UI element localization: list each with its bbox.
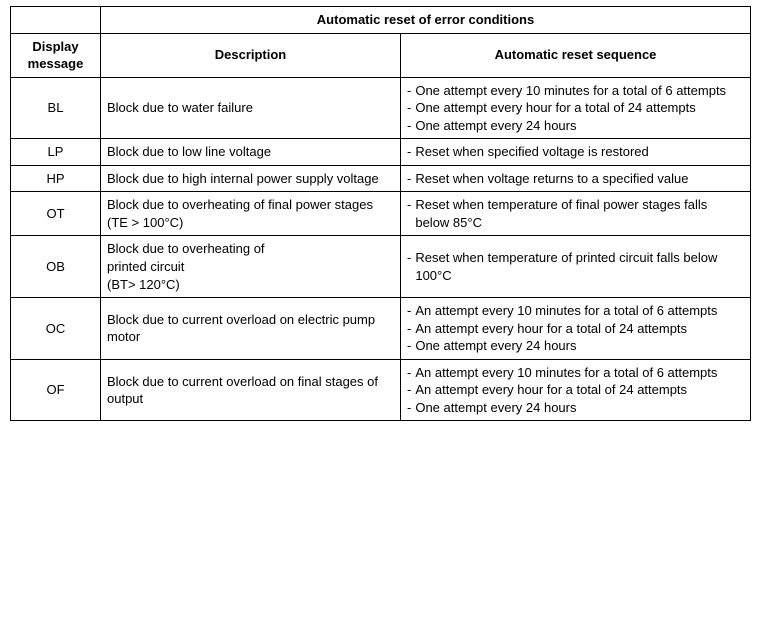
table-row: LP Block due to low line voltage -Reset wh… <box>11 139 751 166</box>
code-cell: OF <box>11 359 101 421</box>
sequence-item: -An attempt every 10 minutes for a total… <box>407 364 744 382</box>
description-line: Block due to overheating of final power … <box>107 197 373 212</box>
error-reset-table: Automatic reset of error conditions Disp… <box>10 6 751 421</box>
description-line: Block due to water failure <box>107 100 253 115</box>
title-row: Automatic reset of error conditions <box>11 7 751 34</box>
sequence-cell: -An attempt every 10 minutes for a total… <box>401 359 751 421</box>
dash-icon: - <box>407 82 415 100</box>
sequence-item: -An attempt every hour for a total of 24… <box>407 381 744 399</box>
table-row: OT Block due to overheating of final powe… <box>11 192 751 236</box>
sequence-text: Reset when voltage returns to a specifie… <box>415 170 744 188</box>
description-line: (TE > 100°C) <box>107 215 183 230</box>
sequence-item: -Reset when voltage returns to a specifi… <box>407 170 744 188</box>
sequence-item: -One attempt every 24 hours <box>407 337 744 355</box>
sequence-item: -One attempt every 24 hours <box>407 117 744 135</box>
dash-icon: - <box>407 364 415 382</box>
dash-icon: - <box>407 170 415 188</box>
description-cell: Block due to water failure <box>101 77 401 139</box>
page: Automatic reset of error conditions Disp… <box>0 0 760 633</box>
sequence-text: One attempt every hour for a total of 24… <box>415 99 744 117</box>
header-sequence: Automatic reset sequence <box>401 33 751 77</box>
sequence-item: -One attempt every 24 hours <box>407 399 744 417</box>
description-line: Block due to current overload on electri… <box>107 312 375 345</box>
code-cell: BL <box>11 77 101 139</box>
code-cell: OT <box>11 192 101 236</box>
dash-icon: - <box>407 399 415 417</box>
description-cell: Block due to overheating of final power … <box>101 192 401 236</box>
sequence-text: One attempt every 10 minutes for a total… <box>415 82 744 100</box>
sequence-item: -An attempt every hour for a total of 24… <box>407 320 744 338</box>
dash-icon: - <box>407 381 415 399</box>
description-cell: Block due to high internal power supply … <box>101 165 401 192</box>
sequence-item: -Reset when temperature of printed circu… <box>407 249 744 284</box>
dash-icon: - <box>407 196 415 214</box>
dash-icon: - <box>407 143 415 161</box>
sequence-cell: -One attempt every 10 minutes for a tota… <box>401 77 751 139</box>
table-head: Automatic reset of error conditions Disp… <box>11 7 751 78</box>
sequence-cell: -Reset when specified voltage is restore… <box>401 139 751 166</box>
description-cell: Block due to current overload on final s… <box>101 359 401 421</box>
sequence-text: Reset when temperature of final power st… <box>415 196 744 231</box>
code-cell: LP <box>11 139 101 166</box>
description-line: printed circuit <box>107 259 184 274</box>
sequence-text: An attempt every 10 minutes for a total … <box>415 364 744 382</box>
sequence-text: One attempt every 24 hours <box>415 399 744 417</box>
sequence-cell: -Reset when temperature of printed circu… <box>401 236 751 298</box>
table-title: Automatic reset of error conditions <box>101 7 751 34</box>
title-empty-cell <box>11 7 101 34</box>
sequence-text: One attempt every 24 hours <box>415 337 744 355</box>
code-cell: OC <box>11 298 101 360</box>
sequence-item: -An attempt every 10 minutes for a total… <box>407 302 744 320</box>
dash-icon: - <box>407 117 415 135</box>
sequence-item: -One attempt every hour for a total of 2… <box>407 99 744 117</box>
table-row: HP Block due to high internal power suppl… <box>11 165 751 192</box>
table-row: OFBlock due to current overload on final… <box>11 359 751 421</box>
table-row: BL Block due to water failure -One attempt… <box>11 77 751 139</box>
description-cell: Block due to current overload on electri… <box>101 298 401 360</box>
sequence-text: One attempt every 24 hours <box>415 117 744 135</box>
code-cell: OB <box>11 236 101 298</box>
sequence-item: -Reset when temperature of final power s… <box>407 196 744 231</box>
table-body: BLBlock due to water failure-One attempt… <box>11 77 751 421</box>
dash-icon: - <box>407 337 415 355</box>
header-code: Display message <box>11 33 101 77</box>
sequence-text: Reset when temperature of printed circui… <box>415 249 744 284</box>
dash-icon: - <box>407 320 415 338</box>
sequence-text: An attempt every hour for a total of 24 … <box>415 381 744 399</box>
sequence-item: -Reset when specified voltage is restore… <box>407 143 744 161</box>
sequence-text: Reset when specified voltage is restored <box>415 143 744 161</box>
description-line: Block due to low line voltage <box>107 144 271 159</box>
table-row: OB Block due to overheating of printed cir… <box>11 236 751 298</box>
header-row: Display message Description Automatic re… <box>11 33 751 77</box>
description-line: Block due to high internal power supply … <box>107 171 379 186</box>
description-cell: Block due to low line voltage <box>101 139 401 166</box>
description-line: Block due to current overload on final s… <box>107 374 378 407</box>
sequence-text: An attempt every hour for a total of 24 … <box>415 320 744 338</box>
table-row: OCBlock due to current overload on elect… <box>11 298 751 360</box>
sequence-item: -One attempt every 10 minutes for a tota… <box>407 82 744 100</box>
description-line: (BT> 120°C) <box>107 277 180 292</box>
code-cell: HP <box>11 165 101 192</box>
sequence-cell: -An attempt every 10 minutes for a total… <box>401 298 751 360</box>
description-line: Block due to overheating of <box>107 241 265 256</box>
dash-icon: - <box>407 302 415 320</box>
sequence-text: An attempt every 10 minutes for a total … <box>415 302 744 320</box>
sequence-cell: -Reset when voltage returns to a specifi… <box>401 165 751 192</box>
dash-icon: - <box>407 99 415 117</box>
dash-icon: - <box>407 249 415 267</box>
header-description: Description <box>101 33 401 77</box>
sequence-cell: -Reset when temperature of final power s… <box>401 192 751 236</box>
description-cell: Block due to overheating of printed circu… <box>101 236 401 298</box>
